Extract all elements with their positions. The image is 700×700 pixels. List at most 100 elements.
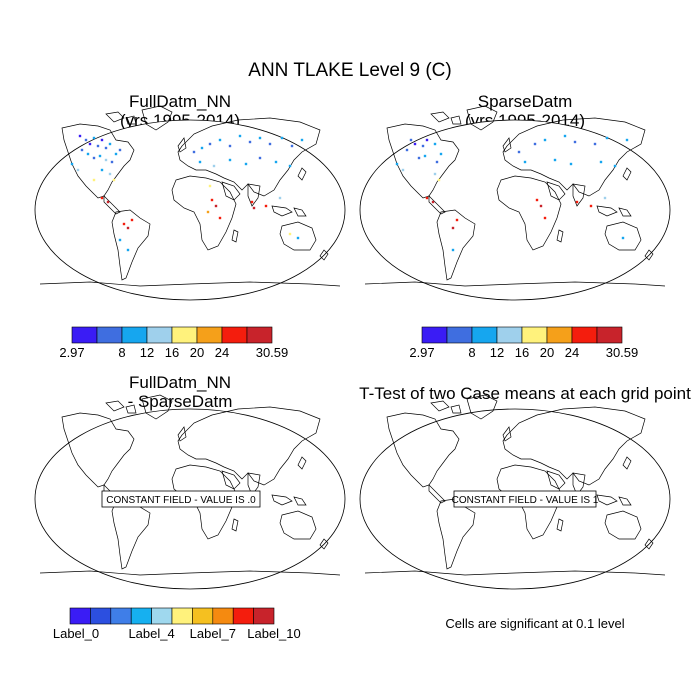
lake-point xyxy=(575,200,579,204)
colorbar-swatch xyxy=(232,607,254,625)
colorbar-swatch xyxy=(546,326,573,344)
lake-point xyxy=(405,148,409,152)
lake-point xyxy=(100,196,104,200)
colorbar-panel-1: 2.97 8 12 16 20 24 30.59 xyxy=(59,326,288,360)
lake-points xyxy=(70,134,304,252)
colorbar-swatch xyxy=(192,607,214,625)
lake-point xyxy=(268,142,272,146)
colorbar-tick-label: 16 xyxy=(515,345,529,360)
lake-point xyxy=(104,146,108,150)
lake-point xyxy=(599,160,603,164)
lake-point xyxy=(539,204,543,208)
lake-point xyxy=(106,200,110,204)
colorbar-difference: Label_0 Label_4 Label_7 Label_10 xyxy=(53,607,301,641)
colorbar-tick-label: 20 xyxy=(190,345,204,360)
colorbar-tick-label: 8 xyxy=(468,345,475,360)
panel-2-map xyxy=(359,105,671,301)
constant-field-message: CONSTANT FIELD - VALUE IS 1 xyxy=(452,495,599,506)
colorbar-swatch xyxy=(130,607,152,625)
lake-point xyxy=(433,142,437,146)
lake-point xyxy=(573,140,577,144)
lake-point xyxy=(421,144,425,148)
lake-point xyxy=(76,168,80,172)
lake-point xyxy=(605,136,609,140)
colorbar-swatch xyxy=(446,326,473,344)
colorbar-tick-label: Label_0 xyxy=(53,626,99,641)
lake-point xyxy=(250,200,254,204)
colorbar-swatch xyxy=(253,607,275,625)
lake-point xyxy=(278,196,282,200)
lake-point xyxy=(455,218,459,222)
lake-point xyxy=(296,236,300,240)
lake-point xyxy=(258,156,262,160)
lake-point xyxy=(248,140,252,144)
lake-points xyxy=(395,134,629,252)
lake-point xyxy=(112,178,116,182)
lake-point xyxy=(98,154,102,158)
lake-point xyxy=(425,196,429,200)
lake-point xyxy=(569,162,573,166)
panel-1-title-line1: FullDatm_NN xyxy=(128,92,232,111)
lake-point xyxy=(435,160,439,164)
lake-point xyxy=(86,152,90,156)
lake-point xyxy=(122,222,126,226)
lake-point xyxy=(228,158,232,162)
lake-point xyxy=(200,146,204,150)
lake-point xyxy=(80,148,84,152)
colorbar-tick-label: 2.97 xyxy=(59,345,84,360)
lake-point xyxy=(535,198,539,202)
map-boundary xyxy=(34,119,346,301)
panel-1-map xyxy=(34,105,346,301)
lake-point xyxy=(130,218,134,222)
lake-point xyxy=(100,138,104,142)
colorbar-swatch xyxy=(110,607,132,625)
colorbar-swatch xyxy=(71,326,98,344)
colorbar-swatch xyxy=(90,607,112,625)
lake-point xyxy=(126,226,130,230)
colorbar-tick-label: 8 xyxy=(118,345,125,360)
lake-point xyxy=(212,164,216,168)
panel-3-map: CONSTANT FIELD - VALUE IS .0 xyxy=(34,394,346,590)
lake-point xyxy=(96,144,100,148)
lake-point xyxy=(198,160,202,164)
colorbar-swatch xyxy=(496,326,523,344)
colorbar-tick-label: 24 xyxy=(215,345,229,360)
constant-field-box xyxy=(453,490,597,508)
lake-point xyxy=(280,136,284,140)
lake-point xyxy=(118,238,122,242)
lake-point xyxy=(218,138,222,142)
constant-field-box xyxy=(101,490,261,508)
colorbar-tick-label: 12 xyxy=(490,345,504,360)
colorbar-swatch xyxy=(471,326,498,344)
lake-point xyxy=(621,236,625,240)
lake-point xyxy=(274,160,278,164)
lake-point xyxy=(258,136,262,140)
colorbar-swatch xyxy=(96,326,123,344)
lake-point xyxy=(244,162,248,166)
lake-point xyxy=(451,248,455,252)
colorbar-swatch xyxy=(221,326,248,344)
lake-point xyxy=(401,168,405,172)
colorbar-swatch xyxy=(521,326,548,344)
colorbar-tick-label: 30.59 xyxy=(606,345,639,360)
lake-point xyxy=(100,168,104,172)
colorbar-tick-label: 16 xyxy=(165,345,179,360)
lake-point xyxy=(517,150,521,154)
colorbar-swatch xyxy=(571,326,598,344)
lake-point xyxy=(589,204,593,208)
lake-point xyxy=(104,158,108,162)
lake-point xyxy=(238,134,242,138)
lake-point xyxy=(92,136,96,140)
lake-point xyxy=(214,204,218,208)
lake-point xyxy=(192,150,196,154)
colorbar-tick-label: Label_4 xyxy=(128,626,174,641)
colorbar-swatch xyxy=(421,326,448,344)
colorbar-swatch xyxy=(212,607,234,625)
lake-point xyxy=(126,248,130,252)
lake-point xyxy=(110,160,114,164)
panel-4-title: T-Test of two Case means at each grid po… xyxy=(350,384,700,403)
lake-point xyxy=(613,164,617,168)
lake-point xyxy=(114,152,118,156)
colorbar-panel-2: 2.97 8 12 16 20 24 30.59 xyxy=(409,326,639,360)
